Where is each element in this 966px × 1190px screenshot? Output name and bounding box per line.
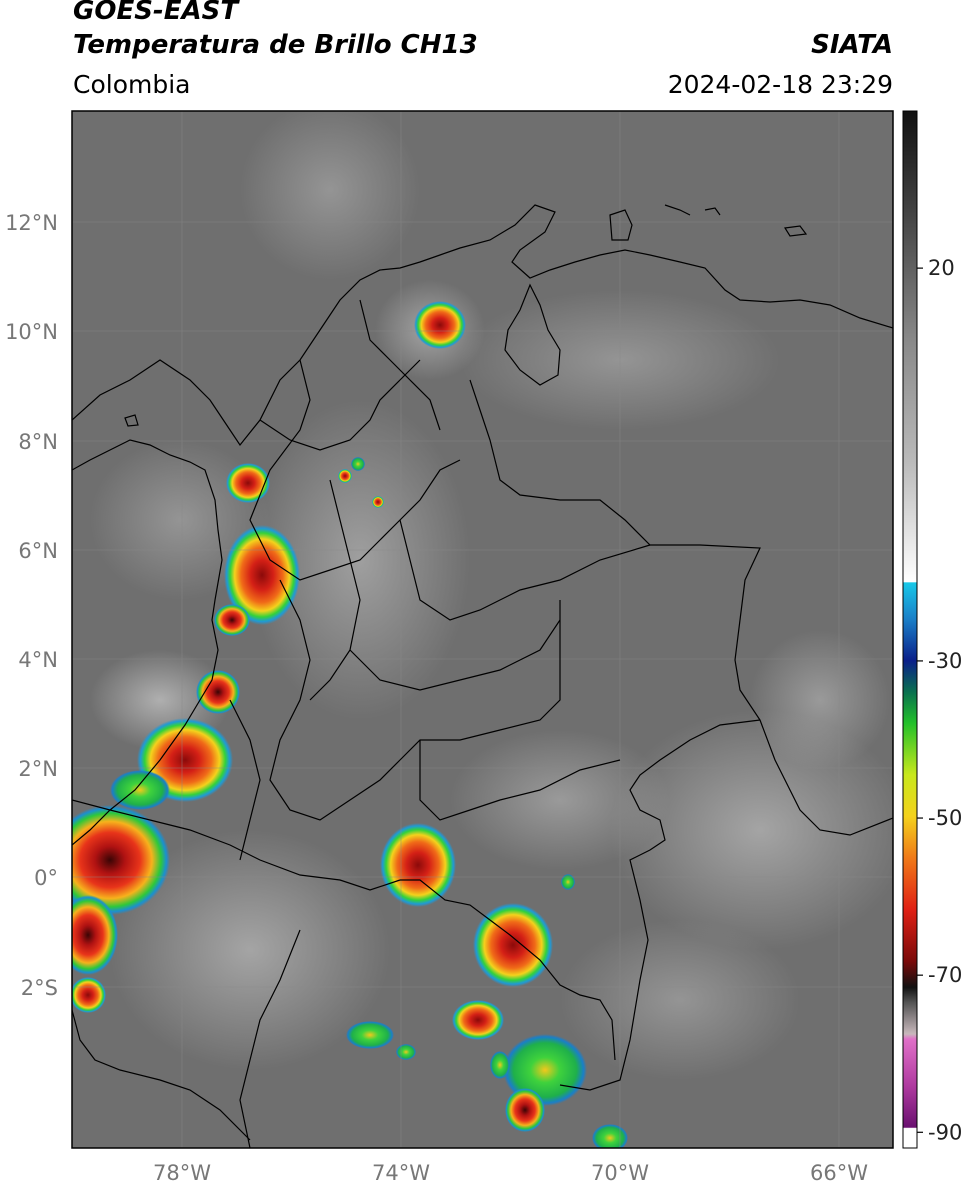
lat-tick-6N: 6°N xyxy=(18,539,58,563)
lon-tick-78W: 78°W xyxy=(153,1161,211,1185)
lat-tick-0: 0° xyxy=(34,866,58,890)
datetime-label: 2024-02-18 23:29 xyxy=(667,70,893,99)
map-frame xyxy=(71,110,894,1149)
lat-tick-4N: 4°N xyxy=(18,648,58,672)
region-label: Colombia xyxy=(73,70,191,99)
colorbar-gradient xyxy=(902,110,918,1149)
colorbar-tick-label: -70 xyxy=(928,963,962,987)
lat-tick-10N: 10°N xyxy=(5,320,58,344)
colorbar-tick-label: -30 xyxy=(928,649,962,673)
satellite-title: GOES-EAST xyxy=(73,0,239,26)
lat-tick-2S: 2°S xyxy=(21,976,58,1000)
colorbar: 20 -30 -50 -70 -90 xyxy=(902,110,962,1149)
lon-tick-74W: 74°W xyxy=(372,1161,430,1185)
colorbar-tick-label: -90 xyxy=(928,1120,962,1144)
lat-tick-2N: 2°N xyxy=(18,757,58,781)
lon-tick-66W: 66°W xyxy=(810,1161,868,1185)
lon-tick-70W: 70°W xyxy=(591,1161,649,1185)
lat-tick-8N: 8°N xyxy=(18,430,58,454)
lat-tick-labels: 12°N 10°N 8°N 6°N 4°N 2°N 0° 2°S xyxy=(5,211,58,1000)
agency-label: SIATA xyxy=(811,30,893,60)
lon-tick-labels: 78°W 74°W 70°W 66°W xyxy=(153,1161,868,1185)
borders xyxy=(72,204,893,1148)
colorbar-tick-label: -50 xyxy=(928,806,962,830)
storm-cells xyxy=(72,301,628,1148)
lat-tick-12N: 12°N xyxy=(5,211,58,235)
colorbar-tick-label: 20 xyxy=(928,256,955,280)
product-title: Temperatura de Brillo CH13 xyxy=(73,30,478,60)
grid-lines xyxy=(72,111,893,1148)
